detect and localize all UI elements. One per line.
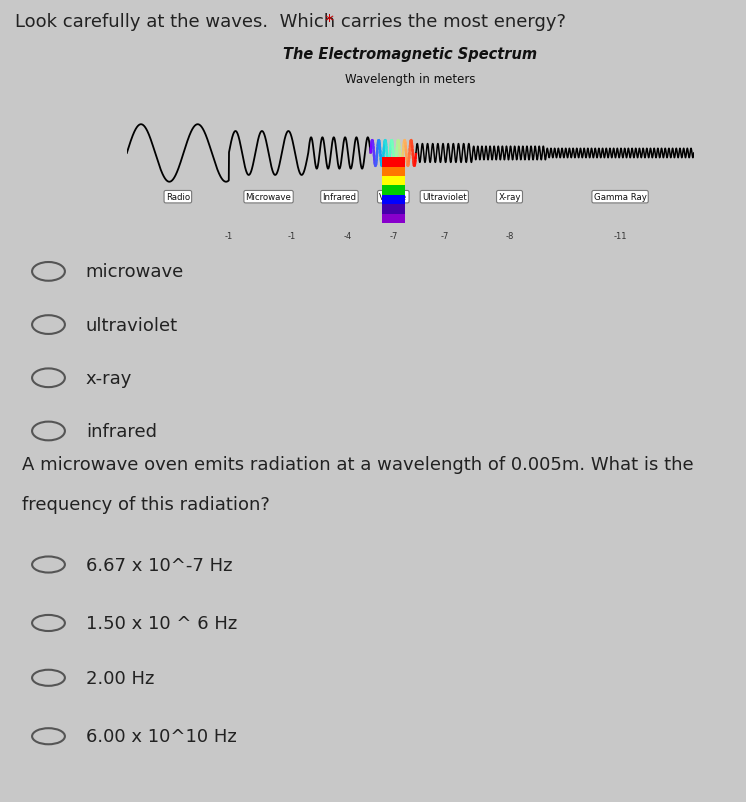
Text: 2.00 Hz: 2.00 Hz [86, 669, 154, 687]
Text: microwave: microwave [86, 263, 184, 281]
Bar [382, 196, 404, 205]
Text: 6.67 x 10^-7 Hz: 6.67 x 10^-7 Hz [86, 556, 232, 573]
Text: ultraviolet: ultraviolet [86, 316, 178, 334]
Bar [382, 176, 404, 186]
Text: -1: -1 [225, 232, 233, 241]
Bar [382, 158, 404, 168]
Text: -8: -8 [505, 232, 514, 241]
Text: -11: -11 [613, 232, 627, 241]
Text: A microwave oven emits radiation at a wavelength of 0.005m. What is the: A microwave oven emits radiation at a wa… [22, 456, 694, 473]
Text: -7: -7 [440, 232, 448, 241]
Text: Infrared: Infrared [322, 193, 357, 202]
Text: The Electromagnetic Spectrum: The Electromagnetic Spectrum [283, 47, 537, 62]
Text: Microwave: Microwave [245, 193, 292, 202]
Bar [382, 186, 404, 196]
Text: -7: -7 [389, 232, 398, 241]
Text: Gamma Ray: Gamma Ray [594, 193, 647, 202]
Bar [382, 214, 404, 224]
Text: 1.50 x 10 ^ 6 Hz: 1.50 x 10 ^ 6 Hz [86, 614, 237, 632]
Text: *: * [325, 13, 333, 30]
Text: Look carefully at the waves.  Which carries the most energy?: Look carefully at the waves. Which carri… [15, 13, 571, 30]
Bar [382, 205, 404, 214]
Text: x-ray: x-ray [86, 369, 132, 387]
Text: -1: -1 [287, 232, 295, 241]
Text: -4: -4 [344, 232, 352, 241]
Text: X-ray: X-ray [498, 193, 521, 202]
Text: Radio: Radio [166, 193, 190, 202]
Bar [382, 168, 404, 176]
Text: 6.00 x 10^10 Hz: 6.00 x 10^10 Hz [86, 727, 236, 745]
Text: infrared: infrared [86, 423, 157, 440]
Text: frequency of this radiation?: frequency of this radiation? [22, 496, 270, 513]
Text: Wavelength in meters: Wavelength in meters [345, 73, 475, 86]
Text: Visible: Visible [379, 193, 407, 202]
Text: Ultraviolet: Ultraviolet [422, 193, 467, 202]
